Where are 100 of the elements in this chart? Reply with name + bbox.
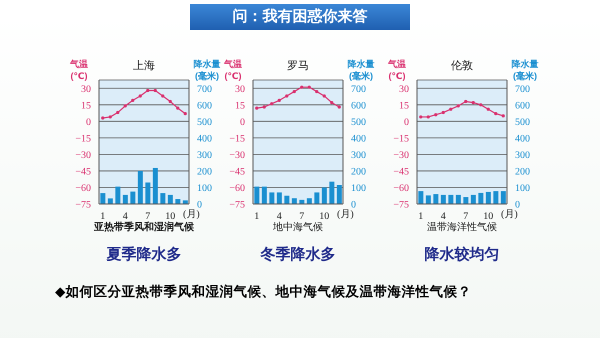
text: 夏季降水多 xyxy=(106,245,182,264)
chart-title: 伦敦 xyxy=(451,60,473,72)
y-axis-title: 气温 (℃) xyxy=(387,58,407,82)
point xyxy=(278,98,281,102)
y-tick-label: −75 xyxy=(75,200,91,211)
y-tick-label: −60 xyxy=(75,183,91,194)
y2-tick-label: 300 xyxy=(197,150,212,161)
point xyxy=(262,105,266,109)
x-tick-label: 7 xyxy=(463,211,468,222)
y-tick-label: 0 xyxy=(404,116,409,128)
y2-tick-label: 600 xyxy=(197,100,212,112)
y-tick-label: −60 xyxy=(393,183,409,194)
bar xyxy=(122,194,128,204)
y2-axis-title: 降水量 (毫米) xyxy=(192,58,222,82)
y-tick-label: 15 xyxy=(81,100,91,112)
point xyxy=(154,88,157,92)
x-tick-label: 7 xyxy=(145,211,150,222)
point xyxy=(184,112,187,116)
y2-tick-label: 400 xyxy=(351,133,366,144)
y2-tick-label: 0 xyxy=(515,200,520,211)
text: 冬季降水多 xyxy=(259,245,336,264)
point xyxy=(292,90,296,94)
point xyxy=(502,114,505,118)
y-axis-title: 气温 (℃) xyxy=(69,58,89,82)
x-tick-label: 10 xyxy=(319,211,330,222)
chart-title: 上海 xyxy=(133,60,155,72)
y-tick-label: −30 xyxy=(75,150,91,161)
y-tick-label: −45 xyxy=(75,166,91,178)
y2-tick-label: 600 xyxy=(351,100,366,112)
point xyxy=(464,100,468,104)
point xyxy=(449,108,452,111)
x-tick-label: 4 xyxy=(122,211,128,222)
bar xyxy=(292,198,297,204)
x-tick-label: 4 xyxy=(276,211,282,222)
y2-tick-label: 100 xyxy=(351,183,366,194)
y-tick-label: 0 xyxy=(86,116,91,128)
bar xyxy=(130,192,136,204)
line-series xyxy=(101,88,187,120)
bar xyxy=(322,187,327,204)
point xyxy=(176,106,180,110)
point xyxy=(472,100,475,104)
y-tick-label: −30 xyxy=(229,150,245,161)
point xyxy=(419,115,422,119)
point xyxy=(494,112,498,116)
bar xyxy=(254,186,260,204)
y2-tick-label: 500 xyxy=(351,116,366,128)
y-tick-label: −15 xyxy=(393,133,409,144)
bar xyxy=(160,193,166,204)
y2-tick-label: 300 xyxy=(515,150,530,161)
y2-tick-label: 400 xyxy=(197,133,212,144)
text: 问：我有困惑你来答 xyxy=(190,4,410,30)
bar xyxy=(329,182,334,204)
y-tick-label: 30 xyxy=(81,84,91,95)
bar xyxy=(175,199,180,204)
y-tick-label: 15 xyxy=(399,100,409,112)
bar xyxy=(115,186,120,204)
y-tick-label: 0 xyxy=(240,116,245,128)
bar xyxy=(336,184,342,204)
y2-tick-label: 500 xyxy=(197,116,212,128)
point xyxy=(255,106,258,110)
point xyxy=(479,103,482,106)
chart-title: 罗马 xyxy=(287,60,309,72)
y2-tick-label: 300 xyxy=(351,150,366,161)
point xyxy=(116,110,120,114)
x-tick-label: 1 xyxy=(254,211,260,222)
point xyxy=(300,86,304,89)
text: 地中海气候 xyxy=(273,222,323,233)
bar xyxy=(152,168,158,204)
point xyxy=(442,110,445,114)
x-tick-label: 4 xyxy=(440,211,446,222)
y-tick-label: −45 xyxy=(229,166,245,178)
y2-tick-label: 100 xyxy=(197,183,212,194)
point xyxy=(270,102,274,106)
y-tick-label: 30 xyxy=(399,84,409,95)
point xyxy=(285,94,288,98)
point xyxy=(108,115,112,119)
y-tick-label: −30 xyxy=(393,150,409,161)
y-tick-label: −75 xyxy=(393,200,409,211)
y-axis-title: 气温 (℃) xyxy=(223,58,243,82)
x-tick-label: 10 xyxy=(165,211,176,222)
y2-tick-label: 500 xyxy=(515,116,530,128)
y2-tick-label: 700 xyxy=(197,84,212,95)
y-tick-label: 15 xyxy=(235,100,245,112)
text: ◆如何区分亚热带季风和湿润气候、地中海气候及温带海洋性气候？ xyxy=(55,283,472,301)
x-axis-title: (月) xyxy=(501,208,518,221)
point xyxy=(146,88,150,92)
point xyxy=(138,94,142,98)
point xyxy=(168,100,172,104)
point xyxy=(308,86,311,89)
point xyxy=(434,113,438,116)
bar xyxy=(269,192,274,204)
point xyxy=(161,94,164,98)
y2-tick-label: 700 xyxy=(515,84,530,95)
y2-tick-label: 200 xyxy=(197,166,212,178)
point xyxy=(315,90,318,94)
bar xyxy=(138,170,143,204)
y-tick-label: −15 xyxy=(75,133,91,144)
text: 降水较均匀 xyxy=(424,245,500,264)
bar xyxy=(168,194,173,204)
text: 温带海洋性气候 xyxy=(427,222,497,233)
